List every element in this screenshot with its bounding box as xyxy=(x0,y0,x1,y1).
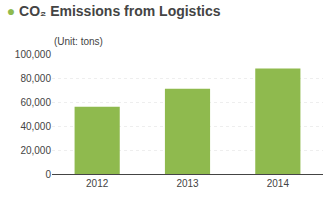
svg-text:60,000: 60,000 xyxy=(20,97,51,108)
svg-text:2012: 2012 xyxy=(86,178,109,189)
svg-text:(Unit: tons): (Unit: tons) xyxy=(54,36,103,47)
svg-text:2014: 2014 xyxy=(267,178,290,189)
svg-text:100,000: 100,000 xyxy=(15,49,52,60)
svg-text:0: 0 xyxy=(45,169,51,180)
svg-text:● CO₂ Emissions from Logistics: ● CO₂ Emissions from Logistics xyxy=(7,3,221,19)
svg-text:2013: 2013 xyxy=(176,178,199,189)
svg-text:80,000: 80,000 xyxy=(20,73,51,84)
svg-text:20,000: 20,000 xyxy=(20,145,51,156)
svg-text:40,000: 40,000 xyxy=(20,121,51,132)
